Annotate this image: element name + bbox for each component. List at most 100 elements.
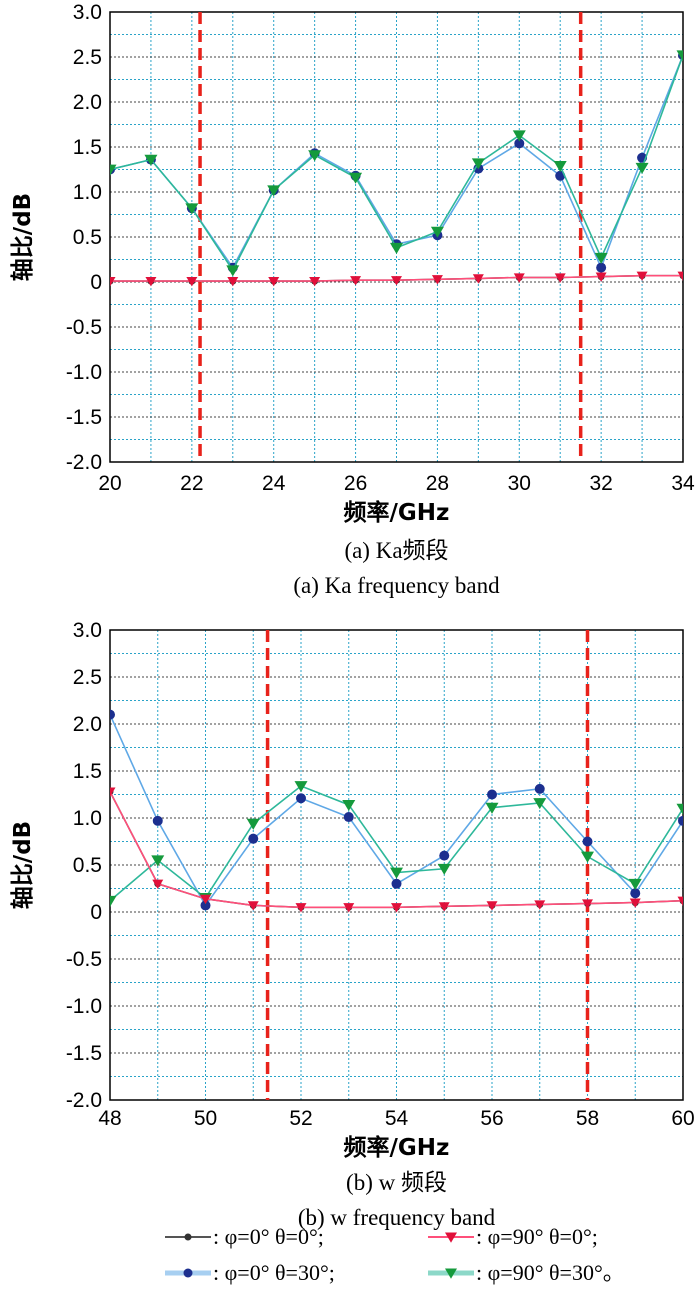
- data-point: [391, 903, 402, 913]
- data-point: [186, 276, 198, 287]
- data-point: [296, 793, 306, 804]
- chart-ka-band: -2.0 -1.5 -1.0 -0.5 0 0.5 1.0 1.5 2.0 2.5 3.0 20 22 2…: [9, 1, 695, 598]
- data-point: [486, 901, 498, 911]
- data-point: [437, 863, 451, 875]
- data-point: [152, 815, 163, 826]
- data-point: [390, 867, 403, 879]
- y-tick-label: 1.5: [73, 760, 102, 783]
- series-group: [110, 50, 683, 287]
- y-tick-label: 2.5: [73, 46, 102, 69]
- y-tick-label: -1.5: [66, 406, 102, 429]
- x-tick-label: 22: [180, 472, 203, 495]
- caption-en: (a) Ka frequency band: [293, 573, 500, 598]
- data-point: [110, 787, 116, 797]
- x-axis-label: 频率/GHz: [344, 1134, 450, 1161]
- y-tick-label: 0: [90, 901, 102, 924]
- data-point: [581, 851, 594, 863]
- data-point: [308, 150, 322, 162]
- data-point: [343, 903, 355, 913]
- data-point: [247, 901, 259, 911]
- grid: [110, 12, 683, 462]
- x-axis-label: 频率/GHz: [344, 499, 450, 526]
- data-point: [349, 172, 363, 184]
- x-tick-label: 26: [344, 472, 367, 495]
- x-tick-label: 52: [289, 1107, 312, 1130]
- legend-marker-circle: [184, 1233, 192, 1241]
- x-tick-label: 32: [589, 472, 612, 495]
- data-point: [628, 878, 642, 890]
- data-point: [677, 896, 683, 906]
- legend-label: : φ=90° θ=30°。: [476, 1260, 625, 1285]
- data-point: [350, 276, 362, 286]
- data-point: [596, 262, 607, 273]
- data-point: [582, 836, 593, 847]
- legend: : φ=0° θ=0°;: φ=90° θ=0°;: φ=0° θ=30°;: …: [165, 1224, 625, 1285]
- data-point: [439, 850, 450, 861]
- data-point: [676, 803, 683, 815]
- data-point: [582, 899, 593, 909]
- data-point: [534, 783, 545, 794]
- data-point: [678, 815, 683, 826]
- plot-frame: [109, 629, 684, 1101]
- y-tick-label: -0.5: [66, 316, 102, 339]
- data-point: [309, 276, 321, 287]
- legend-item: : φ=0° θ=0°;: [165, 1224, 324, 1249]
- caption-cn: (a) Ka频段: [344, 538, 448, 563]
- data-point: [534, 900, 546, 910]
- data-point: [471, 158, 485, 170]
- caption-cn: (b) w 频段: [346, 1170, 447, 1195]
- x-tick-label: 60: [671, 1107, 694, 1130]
- data-point: [294, 781, 308, 793]
- data-point: [533, 798, 547, 810]
- data-point: [391, 878, 402, 889]
- caption-en: (b) w frequency band: [298, 1205, 496, 1230]
- data-point: [512, 130, 526, 142]
- x-tick-label: 54: [385, 1107, 409, 1130]
- data-point: [635, 162, 649, 174]
- data-point: [629, 898, 641, 908]
- plot-frame: [109, 11, 684, 463]
- data-point: [246, 818, 260, 830]
- data-point: [514, 138, 525, 149]
- data-point: [487, 789, 497, 800]
- data-point: [391, 276, 402, 286]
- y-tick-label: -1.5: [66, 1042, 102, 1065]
- data-point: [431, 275, 443, 285]
- y-tick-label: 1.5: [73, 136, 102, 159]
- data-point: [144, 154, 158, 166]
- legend-marker-circle: [183, 1268, 193, 1278]
- data-point: [110, 164, 117, 176]
- data-point: [430, 226, 444, 238]
- data-point: [110, 709, 115, 720]
- data-point: [226, 265, 240, 277]
- y-tick-label: 0.5: [73, 226, 102, 249]
- x-tick-label: 28: [426, 472, 449, 495]
- data-point: [342, 799, 356, 812]
- data-point: [636, 271, 648, 281]
- data-point: [676, 50, 683, 62]
- x-tick-label: 24: [262, 472, 286, 495]
- x-tick-label: 50: [194, 1107, 217, 1130]
- y-tick-label: 3.0: [73, 1, 102, 24]
- data-point: [145, 276, 157, 287]
- data-point: [485, 802, 499, 814]
- y-tick-label: 0: [90, 271, 102, 294]
- legend-label: : φ=0° θ=0°;: [213, 1224, 324, 1249]
- series-group: [110, 709, 683, 913]
- data-point: [248, 833, 259, 844]
- data-point: [151, 855, 165, 867]
- data-point: [595, 272, 607, 282]
- x-tick-label: 56: [480, 1107, 503, 1130]
- y-tick-label: -1.0: [66, 361, 102, 384]
- x-tick-label: 48: [98, 1107, 121, 1130]
- legend-marker-triangle: [445, 1232, 457, 1243]
- data-point: [200, 900, 211, 911]
- data-point: [152, 879, 164, 890]
- legend-item: : φ=90° θ=0°;: [428, 1224, 598, 1249]
- y-tick-label: 1.0: [73, 181, 102, 204]
- data-point: [343, 812, 354, 823]
- y-tick-label: -2.0: [66, 451, 102, 474]
- data-point: [110, 895, 117, 907]
- data-point: [630, 888, 641, 899]
